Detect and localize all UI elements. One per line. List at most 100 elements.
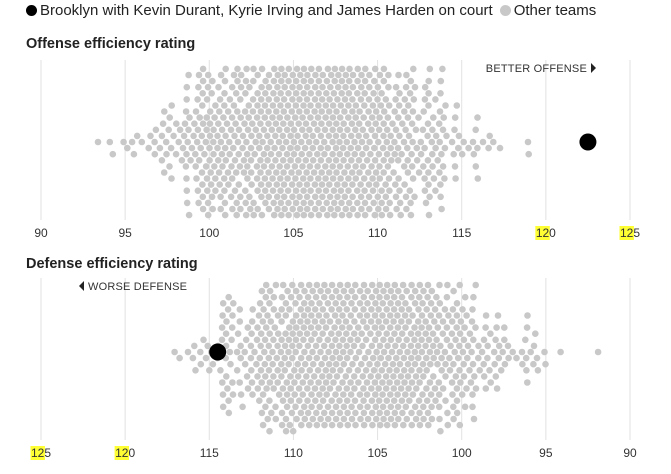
- other-team-point: [353, 187, 361, 194]
- other-team-point: [151, 138, 158, 146]
- other-team-point: [212, 187, 219, 194]
- other-team-point: [300, 312, 308, 319]
- other-team-point: [391, 409, 399, 417]
- other-team-point: [349, 96, 356, 103]
- other-team-point: [304, 409, 312, 417]
- other-team-point: [421, 83, 429, 91]
- other-team-point: [336, 354, 344, 362]
- other-team-point: [475, 354, 482, 362]
- other-team-point: [356, 312, 364, 319]
- tick-highlight: [114, 446, 130, 460]
- other-team-point: [438, 367, 446, 374]
- other-team-point: [375, 138, 382, 146]
- other-team-point: [367, 150, 374, 158]
- other-team-point: [337, 187, 345, 194]
- other-team-point: [283, 379, 291, 386]
- other-team-point: [383, 409, 391, 417]
- other-team-point: [168, 175, 175, 182]
- other-team-point: [354, 367, 362, 374]
- other-team-point: [363, 324, 371, 331]
- other-team-point: [297, 354, 305, 362]
- other-team-point: [387, 287, 395, 295]
- other-team-point: [300, 90, 308, 97]
- other-team-point: [202, 354, 210, 362]
- other-team-point: [374, 193, 382, 201]
- other-team-point: [278, 373, 285, 380]
- other-team-point: [197, 348, 204, 356]
- other-team-point: [328, 306, 335, 313]
- other-team-point: [391, 108, 399, 115]
- other-team-point: [339, 312, 346, 319]
- other-team-point: [493, 324, 500, 331]
- other-team-point: [171, 348, 178, 356]
- other-team-point: [354, 65, 362, 73]
- other-team-point: [234, 330, 242, 337]
- other-team-point: [309, 132, 317, 140]
- other-team-point: [241, 120, 248, 127]
- other-team-point: [369, 354, 377, 362]
- other-team-point: [372, 391, 379, 398]
- other-team-point: [442, 397, 449, 404]
- other-team-point: [460, 336, 468, 344]
- other-team-point: [280, 193, 288, 201]
- other-team-point: [426, 348, 434, 356]
- other-team-point: [285, 360, 293, 368]
- other-team-point: [431, 318, 438, 325]
- other-team-point: [287, 385, 294, 392]
- other-team-point: [299, 379, 307, 386]
- other-team-point: [365, 169, 372, 176]
- other-team-point: [455, 144, 462, 152]
- other-team-point: [309, 348, 316, 356]
- other-team-point: [360, 397, 367, 404]
- other-team-point: [374, 360, 381, 368]
- other-team-point: [297, 409, 305, 417]
- other-team-point: [358, 71, 365, 79]
- other-team-point: [421, 96, 429, 103]
- other-team-point: [491, 360, 499, 368]
- other-team-point: [290, 150, 298, 158]
- other-team-point: [390, 318, 397, 325]
- other-team-point: [223, 373, 230, 380]
- other-team-point: [237, 205, 244, 213]
- x-tick-label: 90: [623, 446, 637, 460]
- other-team-point: [383, 421, 391, 429]
- other-team-point: [340, 157, 347, 164]
- other-team-point: [420, 287, 427, 295]
- other-team-point: [203, 175, 211, 182]
- other-team-point: [265, 354, 273, 362]
- other-team-point: [409, 312, 416, 319]
- other-team-point: [388, 348, 396, 356]
- other-team-point: [349, 205, 357, 213]
- other-team-point: [335, 318, 342, 325]
- other-team-point: [459, 306, 466, 313]
- other-team-point: [247, 205, 254, 213]
- other-team-point: [328, 397, 336, 404]
- other-team-point: [501, 324, 508, 331]
- other-team-point: [319, 397, 327, 404]
- other-team-point: [383, 150, 391, 158]
- other-team-point: [249, 120, 256, 127]
- brooklyn-legend-dot: [26, 5, 37, 16]
- other-team-point: [276, 163, 284, 170]
- other-team-point: [265, 342, 273, 350]
- other-team-point: [227, 360, 234, 368]
- other-team-point: [254, 324, 261, 331]
- other-team-point: [274, 379, 282, 386]
- other-team-point: [320, 342, 328, 350]
- other-team-point: [455, 132, 463, 140]
- other-team-point: [393, 379, 401, 386]
- other-team-point: [263, 144, 271, 152]
- other-team-point: [375, 318, 383, 325]
- other-team-point: [382, 205, 390, 213]
- other-team-point: [199, 102, 206, 109]
- other-team-point: [365, 193, 373, 201]
- other-team-point: [458, 391, 466, 398]
- other-team-point: [216, 181, 223, 188]
- other-team-point: [350, 342, 358, 350]
- other-team-point: [313, 354, 321, 362]
- other-team-point: [280, 169, 287, 176]
- other-team-point: [435, 403, 443, 411]
- other-team-point: [244, 163, 251, 170]
- other-team-point: [281, 342, 289, 350]
- other-team-point: [187, 157, 194, 164]
